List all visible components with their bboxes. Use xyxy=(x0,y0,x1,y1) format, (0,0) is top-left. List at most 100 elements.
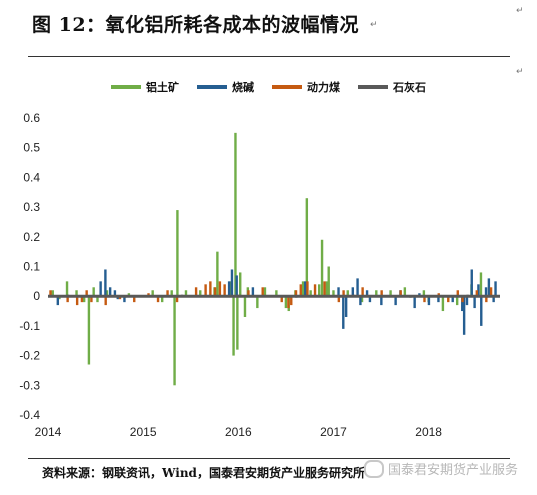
legend-item-bauxite: 铝土矿 xyxy=(111,79,179,95)
x-tick-label: 2016 xyxy=(225,425,252,439)
figure-title: 图 12：氧化铝所耗各成本的波幅情况 xyxy=(32,14,360,36)
bar-bauxite xyxy=(176,210,179,297)
paragraph-mark-icon: ↵ xyxy=(370,20,378,30)
bar-bauxite xyxy=(441,296,445,312)
y-tick-label: 0.3 xyxy=(23,200,40,214)
legend-label: 铝土矿 xyxy=(146,81,179,94)
y-tick-label: 0.6 xyxy=(23,111,40,125)
bar-thermal-coal xyxy=(306,281,309,297)
bar-caustic-soda xyxy=(480,296,483,326)
bar-bauxite xyxy=(170,290,173,297)
bar-caustic-soda xyxy=(494,281,497,297)
bar-bauxite xyxy=(151,290,154,297)
legend-label: 烧碱 xyxy=(232,81,254,94)
bar-thermal-coal xyxy=(218,281,222,297)
bar-thermal-coal xyxy=(175,296,179,303)
bar-thermal-coal xyxy=(66,296,69,303)
bar-bauxite xyxy=(160,296,164,303)
bar-bauxite xyxy=(236,296,239,350)
bar-caustic-soda xyxy=(351,287,355,297)
bar-thermal-coal xyxy=(75,296,79,306)
bar-thermal-coal xyxy=(361,287,364,297)
bar-caustic-soda xyxy=(113,290,117,297)
x-tick-label: 2017 xyxy=(320,425,347,439)
bar-caustic-soda xyxy=(344,296,348,317)
bar-bauxite xyxy=(234,132,237,297)
bar-bauxite xyxy=(263,287,267,297)
bar-caustic-soda xyxy=(56,296,60,306)
bar-bauxite xyxy=(301,281,305,297)
bar-thermal-coal xyxy=(156,296,160,303)
bar-thermal-coal xyxy=(104,296,107,306)
y-tick-label: 0.2 xyxy=(23,230,40,244)
x-tick-label: 2014 xyxy=(35,425,62,439)
bar-bauxite xyxy=(422,290,426,297)
bar-thermal-coal xyxy=(423,296,426,303)
bar-bauxite xyxy=(173,296,176,386)
bar-bauxite xyxy=(239,272,242,297)
bar-thermal-coal xyxy=(49,290,52,297)
bar-caustic-soda xyxy=(359,296,362,306)
source-divider xyxy=(28,458,510,459)
bar-caustic-soda xyxy=(461,296,464,312)
bar-caustic-soda xyxy=(413,296,416,309)
bar-bauxite xyxy=(229,281,232,297)
legend-item-limestone: 石灰石 xyxy=(358,79,426,95)
y-tick-label: 0.5 xyxy=(23,141,40,155)
legend-item-caustic-soda: 烧碱 xyxy=(197,79,254,95)
bar-bauxite xyxy=(325,281,329,297)
bar-bauxite xyxy=(199,290,202,297)
legend-label: 石灰石 xyxy=(393,81,426,94)
bar-caustic-soda xyxy=(477,284,480,297)
bar-bauxite xyxy=(320,239,324,297)
bar-caustic-soda xyxy=(465,296,469,306)
bar-caustic-soda xyxy=(235,275,238,297)
bar-caustic-soda xyxy=(484,287,488,297)
bar-caustic-soda xyxy=(451,296,454,303)
bar-bauxite xyxy=(375,290,378,297)
bar-thermal-coal xyxy=(290,296,293,306)
bar-caustic-soda xyxy=(230,269,234,297)
legend-label: 动力煤 xyxy=(307,81,340,94)
bar-bauxite xyxy=(479,272,483,297)
bar-caustic-soda xyxy=(123,296,126,303)
bar-bauxite xyxy=(51,290,54,297)
bar-bauxite xyxy=(403,287,407,297)
bar-bauxite xyxy=(96,296,99,303)
bar-caustic-soda xyxy=(104,269,107,297)
bar-caustic-soda xyxy=(394,296,397,306)
bar-bauxite xyxy=(184,290,188,297)
y-tick-label: 0 xyxy=(33,289,40,303)
bar-bauxite xyxy=(389,290,392,297)
bar-thermal-coal xyxy=(342,290,345,297)
bar-thermal-coal xyxy=(194,287,198,297)
title-divider xyxy=(28,56,510,57)
wechat-logo-icon xyxy=(364,459,384,478)
bar-thermal-coal xyxy=(90,296,93,303)
bar-thermal-coal xyxy=(399,290,402,297)
bar-bauxite xyxy=(65,281,69,297)
bar-thermal-coal xyxy=(133,296,136,303)
bar-caustic-soda xyxy=(356,278,359,297)
bar-thermal-coal xyxy=(166,290,169,297)
bar-caustic-soda xyxy=(337,287,340,297)
y-tick-label: 0.1 xyxy=(23,260,40,274)
paragraph-mark-icon: ↵ xyxy=(516,67,524,77)
bar-thermal-coal xyxy=(209,281,212,297)
bar-thermal-coal xyxy=(213,287,217,297)
bar-bauxite xyxy=(284,296,288,309)
bar-thermal-coal xyxy=(80,296,84,303)
bar-thermal-coal xyxy=(247,290,250,297)
bar-bauxite xyxy=(332,290,335,297)
bar-thermal-coal xyxy=(204,284,207,297)
bar-bauxite xyxy=(360,296,364,303)
bar-caustic-soda xyxy=(108,287,112,297)
watermark: 国泰君安期货产业服务 xyxy=(364,459,518,478)
bar-thermal-coal xyxy=(475,290,479,297)
bar-thermal-coal xyxy=(313,284,317,297)
legend-swatch xyxy=(111,85,141,89)
bar-bauxite xyxy=(275,290,278,297)
bar-thermal-coal xyxy=(294,290,298,297)
bar-bauxite xyxy=(346,290,349,297)
